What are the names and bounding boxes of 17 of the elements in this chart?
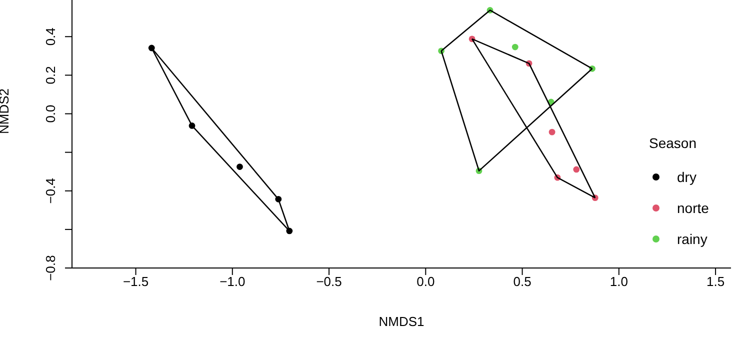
x-tick-label: −1.0 <box>220 274 246 290</box>
x-tick-label: 1.0 <box>610 274 628 290</box>
x-tick-label: −1.5 <box>122 274 149 290</box>
y-tick-label: 0.4 <box>43 28 58 46</box>
legend-label: dry <box>677 168 696 184</box>
x-tick-label: 0.0 <box>416 274 435 290</box>
legend-title: Season <box>649 135 698 151</box>
legend-label: rainy <box>677 230 708 246</box>
legend-label: norte <box>677 200 709 216</box>
x-tick-label: −0.5 <box>316 274 342 290</box>
y-tick-label: 0.2 <box>43 66 58 84</box>
x-tick-label: 1.5 <box>706 274 725 290</box>
y-tick-label: −0.8 <box>43 255 58 281</box>
x-tick-label: 0.5 <box>513 274 532 290</box>
y-tick-label: 0.0 <box>43 104 58 123</box>
x-axis-title: NMDS1 <box>378 314 424 329</box>
y-tick-label: −0.4 <box>43 178 58 204</box>
